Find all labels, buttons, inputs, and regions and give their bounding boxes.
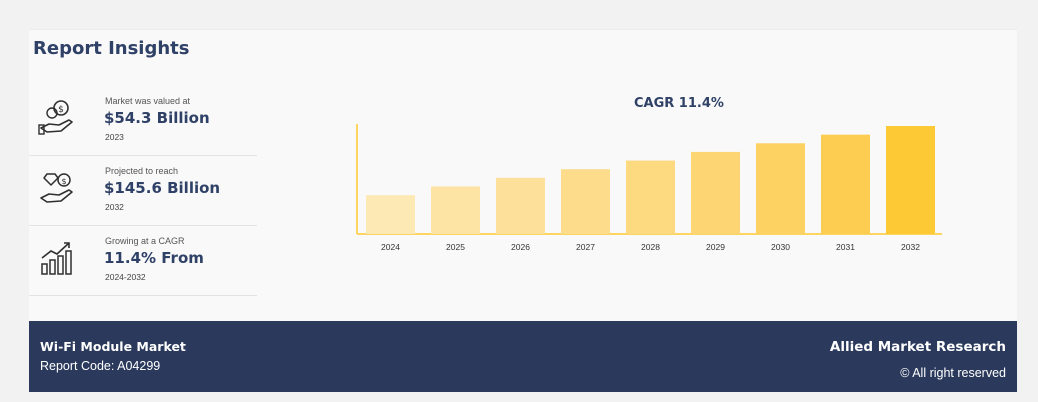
stat-value: 11.4% From [104,249,204,267]
svg-text:$: $ [61,177,66,186]
bar-2026 [496,177,545,234]
stat-value: $145.6 Billion [104,179,221,197]
page-title: Report Insights [33,38,190,59]
x-tick-label: 2031 [836,242,855,252]
bar-2029 [691,151,740,234]
stat-year: 2032 [105,202,124,212]
bar-2032 [886,126,935,234]
report-code: Report Code: A04299 [40,359,161,373]
stat-year: 2024-2032 [105,272,146,282]
x-tick-label: 2026 [511,242,530,252]
x-tick-label: 2030 [771,242,790,252]
growth-bars-icon [41,242,72,275]
x-tick-label: 2032 [901,242,920,252]
bar-2027 [561,169,610,234]
x-tick-label: 2025 [446,242,465,252]
bar-2030 [756,143,805,234]
bar-chart-svg: 2024 2025 2026 2027 2028 2029 2030 2031 2032 [356,124,942,252]
stat-projected-value: $ Projected to reach $145.6 Billion 2032 [29,156,257,226]
stat-label: Growing at a CAGR [105,236,185,246]
stats-panel: $ Market was valued at $54.3 Billion 202… [29,86,257,327]
report-insights-card: Report Insights $ Market was valued at $… [29,29,1017,392]
market-name: Wi-Fi Module Market [40,339,186,354]
x-tick-label: 2024 [381,242,400,252]
stat-cagr: Growing at a CAGR 11.4% From 2024-2032 [29,226,257,296]
stat-label: Market was valued at [105,96,191,106]
svg-text:$: $ [58,105,64,115]
x-tick-label: 2029 [706,242,725,252]
diamond-hand-icon: $ [40,173,73,203]
bar-2025 [431,186,480,234]
x-tick-label: 2028 [641,242,660,252]
stat-year: 2023 [105,132,124,142]
rights-text: © All right reserved [900,366,1006,380]
money-hand-icon: $ [38,100,73,135]
stat-market-value: $ Market was valued at $54.3 Billion 202… [29,86,257,156]
chart-title: CAGR 11.4% [634,96,724,111]
bar-2031 [821,134,870,234]
cagr-bar-chart: CAGR 11.4% 2024 2025 2026 2027 2028 2029 2030 2… [349,86,959,286]
stat-label: Projected to reach [105,166,179,176]
footer-bar: Wi-Fi Module Market Report Code: A04299 … [29,321,1017,392]
bar-2028 [626,160,675,234]
bar-2024 [366,195,415,234]
brand-name: Allied Market Research [829,339,1006,355]
x-tick-label: 2027 [576,242,595,252]
stat-value: $54.3 Billion [104,109,210,127]
